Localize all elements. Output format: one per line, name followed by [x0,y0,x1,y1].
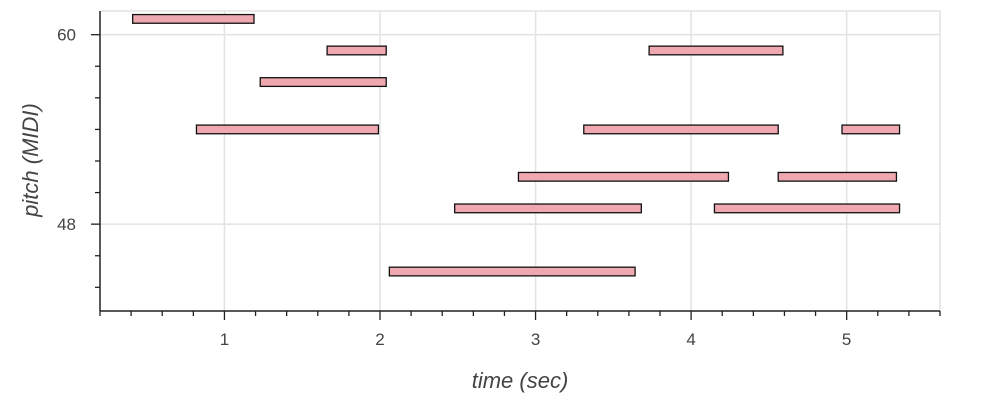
axes [99,11,940,312]
note-bar [713,203,901,214]
x-tick-label: 5 [842,330,851,349]
note-bar [326,45,387,56]
note-bar [259,77,387,88]
x-tick-label: 1 [220,330,229,349]
note-bar [583,124,779,135]
note-bar [388,266,636,277]
x-tick-label: 3 [531,330,540,349]
y-tick-label: 48 [57,215,76,234]
x-tick-label: 2 [375,330,384,349]
y-axis-title: pitch (MIDI) [18,103,43,218]
y-tick-label: 60 [57,26,76,45]
note-bar [454,203,642,214]
x-axis-title: time (sec) [472,368,569,393]
note-bar [841,124,901,135]
ticks: 1 2 3 4 5 48 60 [57,26,941,349]
grid [100,10,941,311]
note-bar [648,45,784,56]
note-bar [517,171,730,182]
note-bar [132,13,255,24]
note-bar [777,171,898,182]
x-tick-label: 4 [686,330,695,349]
note-bar [195,124,380,135]
notes [132,13,901,277]
